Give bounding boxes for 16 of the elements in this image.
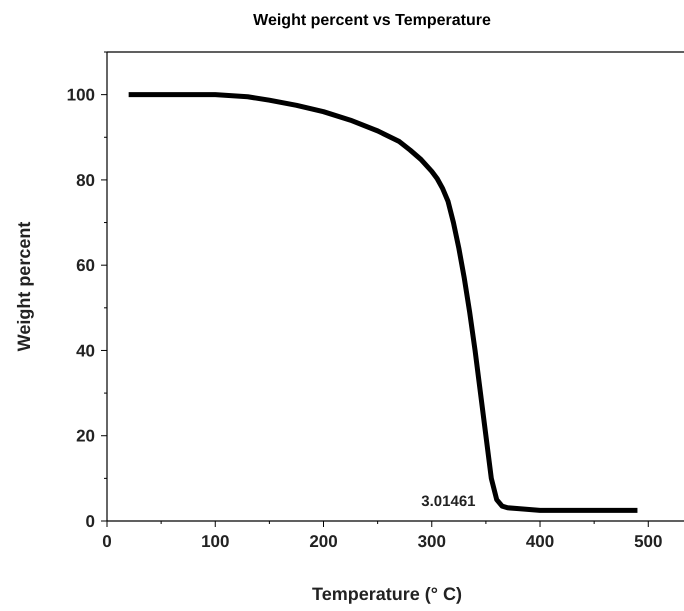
- y-tick-label: 80: [76, 170, 95, 190]
- x-tick-label: 500: [634, 532, 662, 551]
- chart-title: Weight percent vs Temperature: [253, 12, 491, 29]
- x-tick-label: 400: [526, 532, 554, 551]
- y-tick-label: 40: [76, 341, 95, 360]
- x-tick-label: 200: [309, 532, 338, 551]
- x-axis-title: Temperature (° C): [312, 584, 462, 604]
- y-tick-label: 100: [66, 86, 95, 105]
- x-tick-label: 100: [201, 532, 230, 551]
- y-tick-label: 60: [76, 256, 95, 276]
- annotation: 3.01461: [421, 493, 476, 510]
- y-tick-label: 20: [76, 426, 95, 446]
- y-axis-title: Weight percent: [14, 222, 34, 352]
- x-tick-label: 300: [418, 532, 446, 551]
- y-tick-label: 0: [86, 512, 95, 531]
- x-tick-label: 0: [102, 532, 112, 551]
